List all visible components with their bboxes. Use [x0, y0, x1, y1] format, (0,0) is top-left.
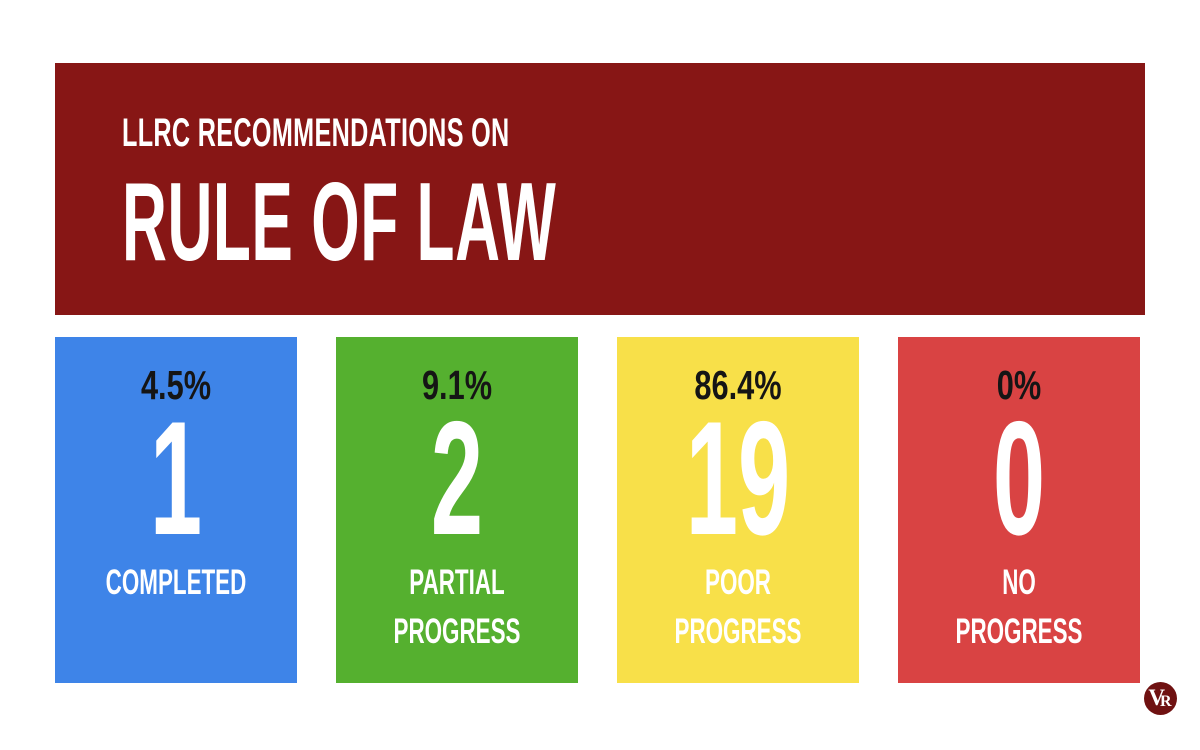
count-value: 19 [685, 388, 791, 570]
count-value: 2 [430, 388, 484, 570]
percent-value: 9.1% [421, 362, 493, 408]
header-kicker: LLRC RECOMMENDATIONS ON [122, 111, 510, 155]
percent-value: 0% [996, 362, 1042, 408]
card-poor-progress: 86.4% 19 POOR PROGRESS [617, 337, 859, 683]
page-title: RULE OF LAW [122, 160, 557, 284]
header-banner: LLRC RECOMMENDATIONS ON RULE OF LAW [55, 63, 1145, 315]
logo-letter-r: R [1160, 692, 1172, 710]
card-partial-progress: 9.1% 2 PARTIAL PROGRESS [336, 337, 578, 683]
card-label: PARTIAL PROGRESS [393, 563, 521, 652]
logo-letter-v: V [1148, 685, 1166, 710]
card-completed: 4.5% 1 COMPLETED [55, 337, 297, 683]
percent-value: 86.4% [694, 362, 782, 408]
card-no-progress: 0% 0 NO PROGRESS [898, 337, 1140, 683]
card-label: COMPLETED [105, 563, 247, 603]
card-label: POOR PROGRESS [674, 563, 802, 652]
percent-value: 4.5% [140, 362, 212, 408]
count-value: 0 [992, 388, 1046, 570]
count-value: 1 [149, 388, 203, 570]
card-label: NO PROGRESS [955, 563, 1083, 652]
